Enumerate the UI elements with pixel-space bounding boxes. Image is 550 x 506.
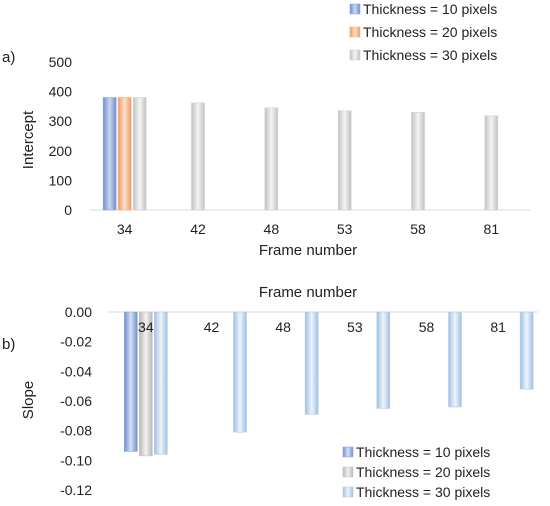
legend-swatch (342, 486, 354, 498)
slope-bar (233, 311, 247, 433)
intercept-legend: Thickness = 10 pixels Thickness = 20 pixe… (349, 1, 497, 63)
slope-x-axis-label: Frame number (259, 284, 357, 301)
slope-x-tick-label: 42 (204, 319, 220, 335)
slope-legend: Thickness = 10 pixels Thickness = 20 pixe… (342, 444, 490, 500)
slope-y-tick-label: -0.04 (60, 363, 92, 379)
slope-x-tick-label: 81 (490, 319, 506, 335)
intercept-bar (102, 97, 117, 211)
slope-y-tick-label: -0.12 (60, 482, 92, 498)
intercept-y-tick-label: 300 (49, 113, 73, 129)
intercept-bar (191, 102, 205, 211)
intercept-bar (484, 115, 499, 211)
intercept-x-axis-label: Frame number (259, 242, 357, 259)
intercept-bar (411, 112, 425, 211)
legend-swatch (349, 49, 361, 61)
intercept-y-tick-label: 500 (49, 54, 73, 70)
slope-bar (304, 311, 319, 415)
slope-bar (519, 311, 534, 390)
intercept-x-tick-label: 34 (117, 221, 133, 237)
legend-swatch (342, 466, 354, 478)
slope-y-axis-label: Slope (20, 381, 37, 419)
panel-label-a: a) (2, 49, 15, 66)
slope-x-tick-label: 34 (138, 319, 154, 335)
slope-y-tick-label: -0.06 (60, 393, 92, 409)
slope-bar (124, 311, 138, 452)
legend-swatch (349, 26, 361, 38)
intercept-y-tick-label: 200 (49, 143, 73, 159)
slope-x-tick-label: 58 (419, 319, 435, 335)
intercept-bar (264, 107, 279, 211)
intercept-x-tick-label: 53 (337, 221, 353, 237)
slope-y-tick-label: -0.02 (60, 334, 92, 350)
slope-y-tick-label: -0.10 (60, 452, 92, 468)
intercept-bar (132, 97, 147, 211)
slope-x-tick-label: 53 (347, 319, 363, 335)
intercept-bar (117, 97, 132, 211)
slope-y-tick-label: 0.00 (65, 304, 92, 320)
intercept-x-tick-label: 48 (264, 221, 280, 237)
intercept-x-tick-label: 58 (410, 221, 426, 237)
intercept-y-axis-label: Intercept (20, 110, 37, 169)
legend-swatch (349, 3, 361, 15)
legend-entry-label: Thickness = 10 pixels (363, 1, 497, 17)
intercept-y-tick-label: 0 (64, 202, 72, 218)
legend-entry-label: Thickness = 30 pixels (356, 484, 490, 500)
legend-swatch (342, 446, 354, 458)
intercept-y-tick-label: 400 (49, 84, 73, 100)
slope-bar (154, 311, 168, 455)
intercept-x-tick-label: 42 (190, 221, 206, 237)
legend-entry-label: Thickness = 30 pixels (363, 47, 497, 63)
legend-entry-label: Thickness = 20 pixels (356, 464, 490, 480)
slope-bar (376, 311, 391, 409)
panel-label-b: b) (2, 336, 15, 353)
slope-y-tick-label: -0.08 (60, 423, 92, 439)
slope-bar-chart: Slope Frame number Thickness = 10 pixels… (20, 284, 538, 500)
slope-bar (139, 311, 153, 457)
intercept-y-tick-label: 100 (49, 172, 73, 188)
slope-x-tick-label: 48 (275, 319, 291, 335)
legend-entry-label: Thickness = 10 pixels (356, 444, 490, 460)
intercept-bar (337, 110, 352, 211)
slope-bar (448, 311, 462, 408)
intercept-x-tick-label: 81 (484, 221, 500, 237)
legend-entry-label: Thickness = 20 pixels (363, 24, 497, 40)
intercept-bar-chart: Intercept Frame number Thickness = 10 pi… (20, 1, 530, 259)
